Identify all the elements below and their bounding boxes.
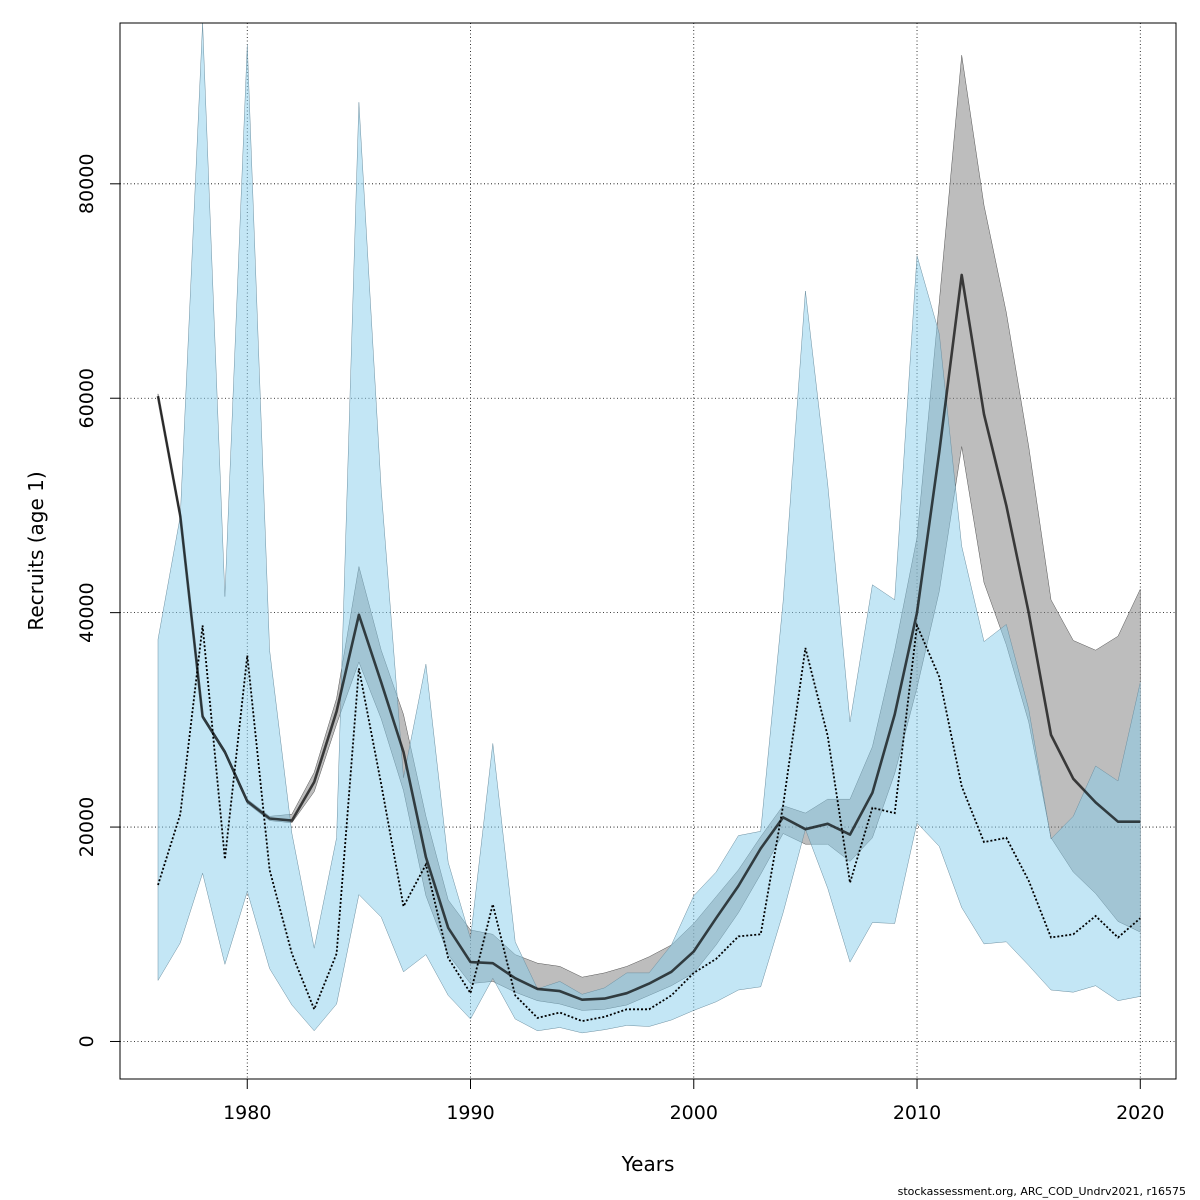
y-tick-label: 20000 [76,797,98,857]
x-tick-label: 2020 [1116,1102,1164,1124]
line-solid [156,273,1141,1002]
x-tick-label: 1990 [446,1102,494,1124]
x-axis-title: Years [621,1152,675,1176]
band-blue [157,22,1141,1034]
y-tick-label: 40000 [76,582,98,642]
y-tick-label: 0 [76,1035,98,1047]
x-tick-label: 1980 [223,1102,271,1124]
x-tick-label: 2000 [670,1102,718,1124]
y-tick-label: 60000 [76,368,98,428]
line-dotted [157,622,1141,1023]
x-axis-ticks: 1980 1990 2000 2010 2020 [223,1079,1164,1124]
y-axis-title: Recruits (age 1) [24,471,48,630]
plot-frame [119,22,1177,1080]
series-lines [156,273,1141,1023]
confidence-bands [157,22,1141,1034]
y-tick-label: 80000 [76,154,98,214]
y-axis-ticks: 0 20000 40000 60000 80000 [76,154,120,1048]
x-tick-label: 2010 [893,1102,941,1124]
footer-credit: stockassessment.org, ARC_COD_Undrv2021, … [897,1185,1186,1198]
